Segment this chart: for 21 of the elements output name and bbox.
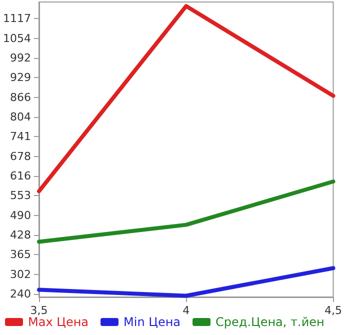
- y-tick-label: 365: [10, 248, 31, 262]
- y-tick-label: 678: [10, 150, 31, 163]
- y-tick-label: 490: [10, 208, 31, 222]
- legend-label: Сред.Цена, т.йен: [216, 315, 324, 329]
- x-tick-label: 4: [182, 304, 190, 317]
- y-tick-label: 302: [10, 268, 31, 281]
- x-tick-label: 3,5: [30, 304, 48, 317]
- legend-label: Max Цена: [28, 315, 89, 329]
- y-tick-label: 553: [10, 189, 31, 202]
- y-tick-label: 428: [10, 228, 31, 242]
- y-tick-label: 1117: [2, 12, 31, 26]
- y-tick-label: 741: [10, 130, 31, 144]
- x-tick-label: 4,5: [324, 304, 342, 317]
- legend-label: Min Цена: [124, 315, 181, 329]
- y-tick-label: 992: [10, 51, 31, 64]
- y-tick-label: 1054: [2, 32, 31, 45]
- y-tick-label: 616: [10, 169, 31, 182]
- y-tick-label: 866: [10, 90, 31, 104]
- y-tick-label: 804: [10, 110, 31, 124]
- y-tick-label: 929: [10, 71, 31, 84]
- y-tick-label: 240: [10, 287, 31, 300]
